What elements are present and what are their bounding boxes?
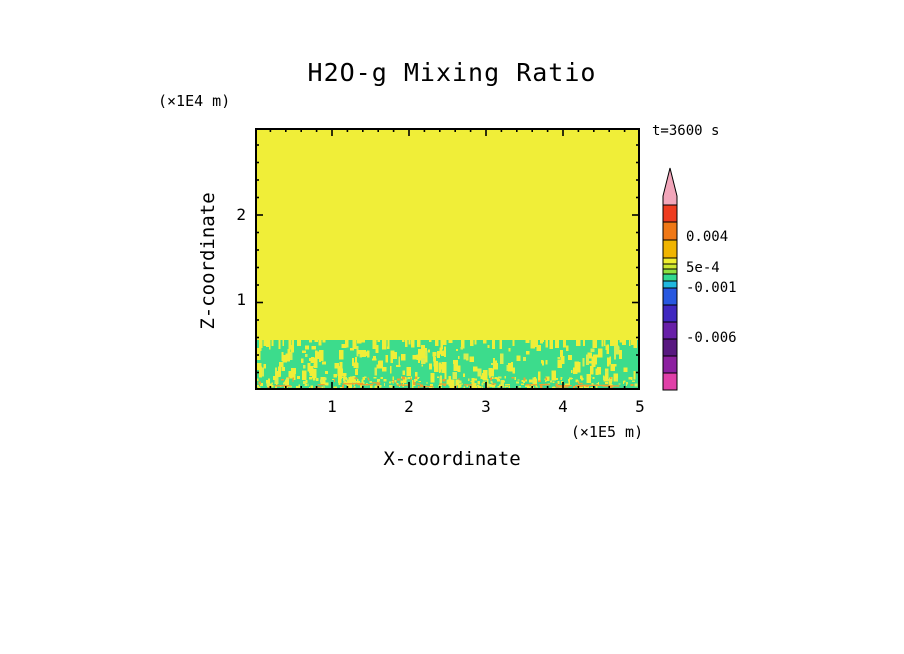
colorbar-label-neg0001: -0.001 [686,280,737,296]
x-axis-unit-label: (×1E5 m) [570,423,644,441]
y-tick-label-2: 2 [236,205,246,224]
y-axis-unit-label: (×1E4 m) [158,92,231,110]
colorbar-label-0004: 0.004 [686,229,729,245]
x-tick-label-4: 4 [558,397,568,416]
time-annotation: t=3600 s [652,123,720,139]
colorbar-label-neg0006: -0.006 [686,330,737,346]
x-axis-label: X-coordinate [383,448,521,470]
x-tick-label-3: 3 [481,397,491,416]
y-tick-label-1: 1 [236,290,246,309]
colorbar-label-5e-4: 5e-4 [686,260,720,276]
x-tick-label-2: 2 [404,397,414,416]
x-tick-label-1: 1 [327,397,337,416]
contour-plot-area [255,128,640,390]
x-tick-label-5: 5 [635,397,645,416]
colorbar [662,167,678,391]
chart-title: H2O-g Mixing Ratio [307,58,597,87]
y-axis-label: Z-coordinate [197,192,219,330]
